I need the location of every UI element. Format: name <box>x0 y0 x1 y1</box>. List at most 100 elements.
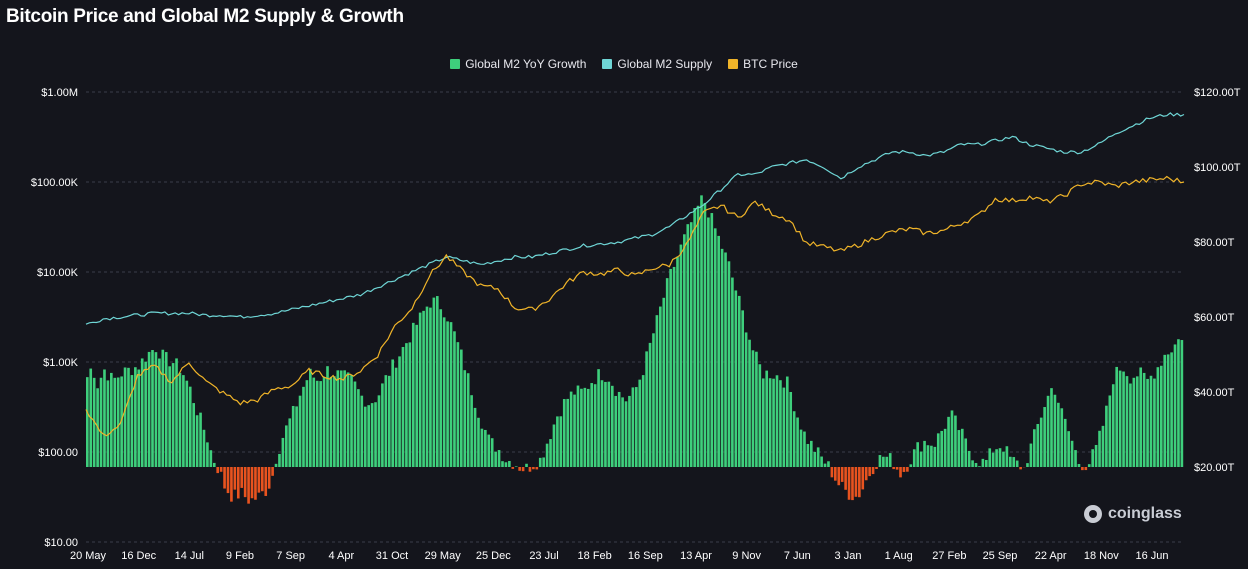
growth-bar <box>559 416 563 467</box>
growth-bar <box>840 467 844 482</box>
growth-bar <box>635 387 638 467</box>
growth-bar <box>593 384 597 467</box>
growth-bar <box>1039 417 1043 467</box>
growth-bar <box>1098 430 1101 467</box>
growth-bar <box>295 406 298 467</box>
growth-bar <box>411 322 415 467</box>
growth-bar <box>140 358 144 467</box>
btc-price-line <box>85 175 1185 437</box>
growth-bar <box>933 446 937 467</box>
growth-bar <box>1002 451 1005 467</box>
growth-bar <box>569 391 573 467</box>
growth-bar <box>816 447 820 467</box>
x-axis-tick-label: 25 Sep <box>983 550 1018 562</box>
growth-bar <box>188 386 192 467</box>
growth-bar <box>394 367 398 467</box>
growth-bar <box>192 403 195 467</box>
growth-bar <box>422 310 425 467</box>
growth-bar <box>319 381 322 467</box>
growth-bar <box>586 388 590 467</box>
growth-bar <box>731 277 734 467</box>
growth-bar <box>923 440 926 467</box>
growth-bar <box>511 467 515 469</box>
growth-bar <box>206 442 209 467</box>
growth-bar <box>775 375 779 467</box>
growth-bar <box>1135 376 1139 467</box>
legend-item-m2-growth[interactable]: Global M2 YoY Growth <box>450 57 586 71</box>
growth-bar <box>1043 407 1046 467</box>
growth-bar <box>374 402 377 467</box>
growth-bar <box>285 425 288 467</box>
growth-bar <box>724 252 727 467</box>
growth-bar <box>408 342 412 467</box>
left-axis-ticks: $1.00M $100.00K $10.00K $1.00K $100.00 $10.00 <box>31 87 79 549</box>
growth-bar <box>429 307 432 467</box>
growth-bar <box>175 358 178 467</box>
legend-item-m2-supply[interactable]: Global M2 Supply <box>602 57 712 71</box>
growth-bar <box>700 195 703 468</box>
growth-bar <box>103 369 106 467</box>
growth-bar <box>236 467 240 499</box>
growth-bar <box>837 467 841 486</box>
growth-bar <box>353 381 357 467</box>
growth-bar <box>1170 352 1173 467</box>
growth-bar <box>1166 354 1170 467</box>
growth-bar <box>212 462 216 467</box>
growth-bar <box>748 339 751 467</box>
growth-bar <box>974 462 978 467</box>
growth-bar <box>871 467 875 475</box>
growth-bar <box>628 395 631 467</box>
growth-bar <box>995 449 998 467</box>
growth-bar <box>768 378 772 467</box>
x-axis-tick-label: 1 Aug <box>885 550 913 562</box>
growth-bar <box>1077 463 1081 467</box>
growth-bar <box>1087 464 1091 467</box>
growth-bar <box>99 377 103 467</box>
legend-item-btc-price[interactable]: BTC Price <box>728 57 798 71</box>
growth-bar <box>573 394 576 467</box>
chart-title: Bitcoin Price and Global M2 Supply & Gro… <box>6 6 404 27</box>
growth-bar <box>1173 344 1177 467</box>
x-axis-tick-label: 9 Nov <box>732 550 761 562</box>
x-axis-tick-label: 25 Dec <box>476 550 511 562</box>
growth-bar <box>123 367 127 467</box>
growth-bar <box>772 378 775 467</box>
growth-bar <box>851 467 854 501</box>
growth-bar <box>161 349 165 467</box>
growth-bar <box>1091 449 1094 467</box>
growth-bar <box>960 428 964 467</box>
growth-bar <box>545 443 549 467</box>
growth-bar <box>223 467 226 489</box>
growth-bar <box>446 321 449 467</box>
growth-bar <box>182 375 185 467</box>
growth-bar <box>1005 446 1009 467</box>
growth-bar <box>233 467 237 490</box>
growth-bar <box>147 351 151 467</box>
growth-bar <box>291 405 295 467</box>
growth-bar <box>168 366 171 467</box>
growth-bar <box>655 315 659 467</box>
growth-bar <box>1060 408 1064 467</box>
growth-bar <box>676 256 679 467</box>
growth-bar <box>1081 467 1084 471</box>
growth-bar <box>665 278 669 467</box>
x-axis-tick-label: 31 Oct <box>376 550 408 562</box>
growth-bar <box>432 297 436 467</box>
growth-bar <box>902 467 906 472</box>
growth-bar <box>343 370 346 467</box>
growth-bar <box>1094 444 1098 467</box>
growth-bar <box>415 324 419 467</box>
growth-bar <box>755 351 758 467</box>
growth-bar <box>984 459 988 467</box>
m2-growth-bars <box>86 195 1184 504</box>
growth-bar <box>875 467 878 470</box>
left-axis-tick-label: $10.00 <box>44 537 78 549</box>
growth-bar <box>834 467 837 481</box>
growth-bar <box>830 467 834 478</box>
growth-bar <box>473 407 477 467</box>
growth-bar <box>528 467 532 472</box>
growth-bar <box>391 359 395 467</box>
x-axis-tick-label: 16 Sep <box>628 550 663 562</box>
legend-swatch-m2-growth <box>450 59 461 69</box>
growth-bar <box>425 306 429 467</box>
